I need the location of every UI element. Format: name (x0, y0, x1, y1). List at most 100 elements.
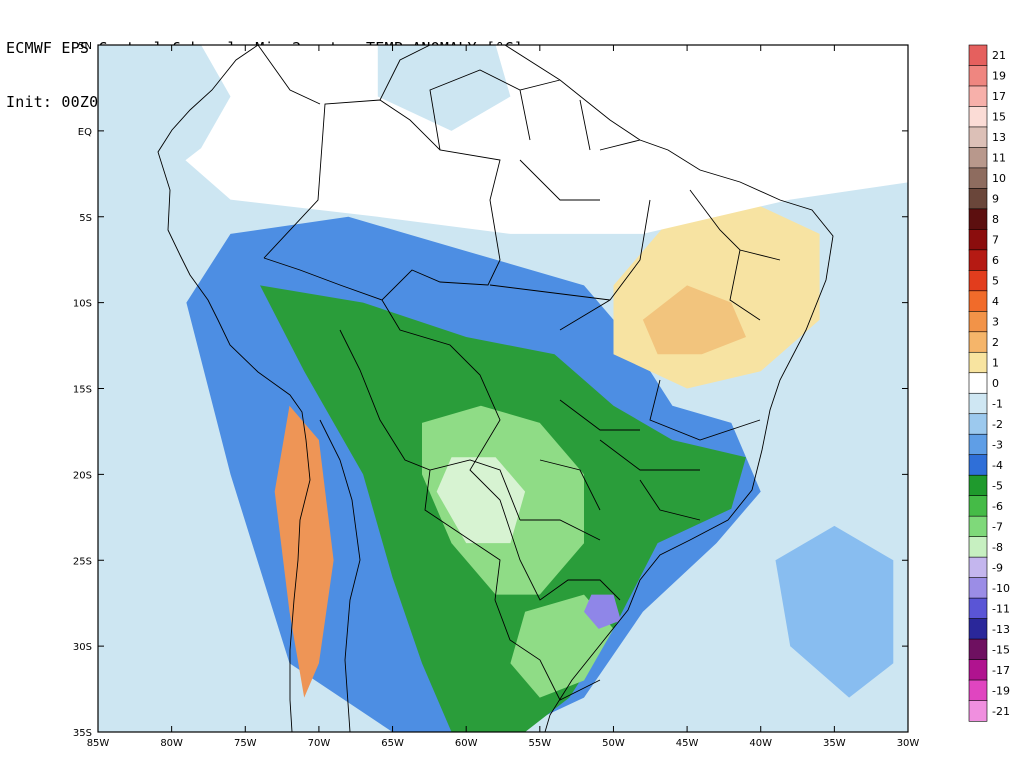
south-america-coastline (157, 45, 311, 732)
lon-label: 70W (308, 738, 331, 749)
colorbar-label: -5 (992, 479, 1003, 492)
colorbar-swatch (968, 597, 988, 620)
lon-label: 35W (823, 738, 846, 749)
anomaly-region-6 (584, 594, 621, 629)
colorbar-swatch (968, 515, 988, 538)
colorbar-label: 1 (992, 357, 999, 370)
colorbar-label: -3 (992, 438, 1003, 451)
colorbar-label: 7 (992, 234, 999, 247)
lat-label: 35S (73, 728, 92, 739)
lat-label: 20S (73, 470, 92, 481)
colorbar-label: -11 (992, 602, 1010, 615)
colorbar-label: 13 (992, 131, 1006, 144)
lon-label: 55W (529, 738, 552, 749)
colorbar-label: 2 (992, 336, 999, 349)
anomaly-region-7 (775, 525, 894, 698)
colorbar-swatch (968, 413, 988, 435)
colorbar-swatch (968, 310, 988, 333)
colorbar-swatch (968, 167, 988, 189)
colorbar-label: 17 (992, 90, 1006, 103)
colorbar-label: -6 (992, 500, 1003, 513)
colorbar-swatch (968, 331, 988, 353)
colorbar-swatch (968, 618, 988, 640)
colorbar-swatch (968, 270, 988, 292)
country-borders (157, 45, 834, 732)
colorbar-label: -4 (992, 459, 1003, 472)
colorbar-swatch (968, 106, 988, 128)
brazil-atlantic-coastline (504, 45, 834, 732)
bolivia-border (339, 329, 521, 521)
colorbar-label: -7 (992, 520, 1003, 533)
lon-label: 30W (897, 738, 920, 749)
colorbar-swatch (968, 208, 988, 230)
lon-label: 85W (87, 738, 110, 749)
lon-label: 75W (234, 738, 257, 749)
lat-label: 30S (73, 642, 92, 653)
colorbar-label: -2 (992, 418, 1003, 431)
colorbar-label: -1 (992, 397, 1003, 410)
colorbar-label: -8 (992, 541, 1003, 554)
lat-label: 5S (79, 213, 92, 224)
argentina-chile-border (319, 419, 361, 732)
lon-label: 50W (602, 738, 625, 749)
colorbar-label: 10 (992, 172, 1006, 185)
colorbar-swatch (968, 454, 988, 476)
colorbar-swatch (968, 700, 988, 722)
colorbar-label: 15 (992, 111, 1006, 124)
colorbar-swatch (968, 577, 988, 599)
brazil-state-borders (489, 139, 781, 541)
anomaly-region-5 (510, 594, 614, 698)
anomaly-region-13 (377, 45, 511, 131)
anomaly-region-10 (274, 405, 334, 698)
colorbar-label: -13 (992, 623, 1010, 636)
colorbar-swatch (968, 495, 988, 517)
colorbar-label: 21 (992, 49, 1006, 62)
colorbar-label: -10 (992, 582, 1010, 595)
longitude-labels: 85W 80W 75W 70W 65W 60W 55W 50W 45W 40W 35W 30W (87, 738, 920, 749)
colorbar: 211917151311109876543210-1-2-3-4-5-6-7-8… (968, 44, 1010, 722)
colorbar-label: -21 (992, 705, 1010, 718)
colorbar-swatch (968, 392, 988, 415)
lat-label: 10S (73, 299, 92, 310)
lat-label: 25S (73, 556, 92, 567)
colorbar-swatch (968, 290, 988, 312)
map-frame (97, 44, 909, 733)
anomaly-region-11 (98, 45, 908, 234)
colorbar-label: -17 (992, 664, 1010, 677)
lat-label: 5N (78, 41, 92, 52)
colorbar-swatch (968, 659, 988, 681)
colorbar-label: -9 (992, 561, 1003, 574)
colorbar-swatch (968, 474, 988, 497)
colorbar-swatch (968, 126, 988, 149)
anomaly-fill-layer (98, 45, 908, 732)
uruguay-border (494, 599, 601, 701)
colorbar-label: 0 (992, 377, 999, 390)
colorbar-swatch (968, 147, 988, 169)
colorbar-label: -15 (992, 643, 1010, 656)
colorbar-label: 3 (992, 316, 999, 329)
colorbar-label: 11 (992, 152, 1006, 165)
anomaly-region-9 (642, 285, 746, 355)
colorbar-label: 8 (992, 213, 999, 226)
anomaly-region-12 (98, 45, 231, 200)
colorbar-swatch (968, 638, 988, 661)
colorbar-swatch (968, 65, 988, 87)
colorbar-swatch (968, 229, 988, 251)
lon-label: 40W (749, 738, 772, 749)
paraguay-border (424, 469, 501, 601)
brazil-southern-border (381, 299, 621, 601)
colorbar-swatch (968, 44, 988, 67)
lon-label: 60W (455, 738, 478, 749)
colorbar-swatch (968, 556, 988, 579)
colorbar-label: 9 (992, 193, 999, 206)
lon-label: 65W (381, 738, 404, 749)
latitude-labels: 5N EQ 5S 10S 15S 20S 25S 30S 35S (73, 41, 92, 739)
colorbar-swatch (968, 85, 988, 108)
colorbar-swatch (968, 249, 988, 271)
colorbar-swatch (968, 372, 988, 394)
colorbar-swatch (968, 679, 988, 702)
northern-country-borders (257, 45, 591, 151)
colorbar-label: 4 (992, 295, 999, 308)
lat-label: EQ (78, 127, 92, 138)
